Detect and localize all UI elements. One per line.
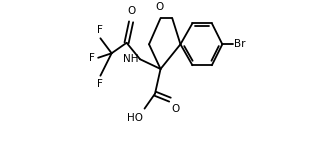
Text: F: F [89, 53, 95, 63]
Text: F: F [97, 25, 103, 35]
Text: HO: HO [127, 113, 143, 123]
Text: Br: Br [233, 39, 245, 49]
Text: NH: NH [123, 54, 138, 64]
Text: O: O [155, 2, 164, 12]
Text: O: O [172, 104, 180, 114]
Text: F: F [97, 79, 103, 89]
Text: O: O [127, 6, 135, 16]
